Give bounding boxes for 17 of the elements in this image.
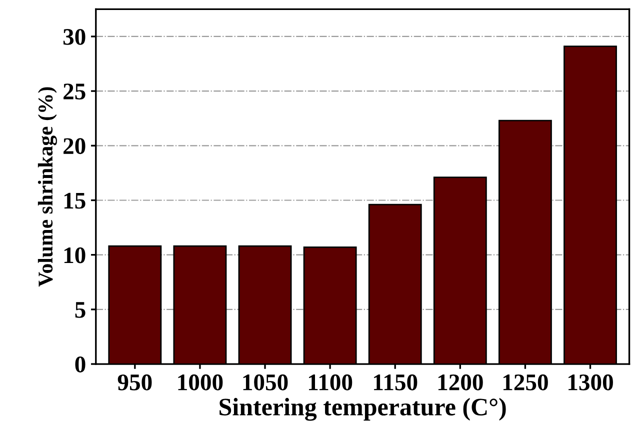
x-tick-label: 1100: [308, 374, 352, 390]
y-axis-title: Volume shrinkage (%): [38, 87, 57, 287]
y-tick-label: 15: [64, 192, 86, 209]
x-tick-label: 1050: [243, 374, 288, 390]
x-tick-label: 1150: [374, 374, 418, 390]
y-tick-label: 30: [63, 28, 86, 45]
y-tick-label: 5: [75, 302, 86, 318]
y-tick-label: 0: [75, 356, 86, 372]
y-tick-label: 20: [64, 138, 86, 154]
x-tick-label: 1300: [568, 374, 613, 390]
y-tick-label: 25: [64, 84, 86, 100]
x-tick-label: 1200: [438, 374, 483, 390]
x-tick-label: 1250: [503, 374, 548, 390]
x-axis-title: Sintering temperature (C°): [220, 398, 506, 421]
x-tick-label: 950: [118, 374, 152, 390]
y-tick-label: 10: [64, 247, 86, 264]
x-tick-label: 1000: [178, 374, 223, 390]
